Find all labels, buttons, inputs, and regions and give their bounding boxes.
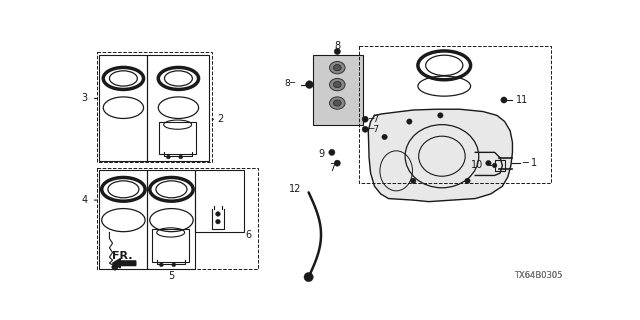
Ellipse shape <box>486 160 491 166</box>
Text: 9: 9 <box>319 149 325 159</box>
Ellipse shape <box>216 219 220 224</box>
Ellipse shape <box>492 163 497 168</box>
Bar <box>147 170 195 268</box>
Ellipse shape <box>216 212 220 216</box>
Bar <box>195 170 244 232</box>
Ellipse shape <box>330 61 345 74</box>
Text: ─ 1: ─ 1 <box>522 158 537 168</box>
Bar <box>97 52 212 162</box>
Ellipse shape <box>304 272 313 282</box>
Ellipse shape <box>159 263 163 267</box>
Text: TX64B0305: TX64B0305 <box>514 271 562 280</box>
Text: 8─: 8─ <box>284 78 296 88</box>
Ellipse shape <box>172 263 176 267</box>
Bar <box>359 46 551 183</box>
Ellipse shape <box>329 149 335 156</box>
Bar <box>147 55 209 161</box>
Bar <box>152 229 189 262</box>
Text: TX64B0305: TX64B0305 <box>514 271 562 280</box>
Ellipse shape <box>382 134 387 140</box>
Ellipse shape <box>166 155 170 159</box>
Ellipse shape <box>362 116 368 122</box>
Ellipse shape <box>406 119 412 124</box>
Bar <box>97 168 259 269</box>
Ellipse shape <box>333 82 341 88</box>
Ellipse shape <box>305 81 313 88</box>
Bar <box>159 122 196 154</box>
Text: 2: 2 <box>217 114 223 124</box>
Bar <box>312 55 363 124</box>
Ellipse shape <box>112 264 118 270</box>
Bar <box>495 160 506 171</box>
Text: 5: 5 <box>168 271 175 281</box>
Ellipse shape <box>334 48 340 55</box>
Text: 8: 8 <box>334 41 340 51</box>
Ellipse shape <box>179 155 182 159</box>
Ellipse shape <box>438 113 443 118</box>
Ellipse shape <box>501 97 507 103</box>
FancyArrow shape <box>113 259 136 268</box>
Text: 10: 10 <box>471 160 483 171</box>
Text: 12: 12 <box>289 184 301 194</box>
Polygon shape <box>368 109 513 202</box>
Ellipse shape <box>330 78 345 91</box>
Text: 11: 11 <box>516 95 528 105</box>
Text: 3: 3 <box>81 93 88 103</box>
Bar <box>99 170 147 268</box>
Text: 7: 7 <box>329 163 335 173</box>
Ellipse shape <box>334 160 340 166</box>
Ellipse shape <box>333 100 341 106</box>
Text: FR.: FR. <box>111 251 132 260</box>
Text: 4: 4 <box>81 195 88 205</box>
Text: 6: 6 <box>245 230 252 240</box>
Ellipse shape <box>333 65 341 71</box>
Ellipse shape <box>410 178 416 184</box>
Bar <box>99 55 147 161</box>
Ellipse shape <box>362 126 368 132</box>
Ellipse shape <box>330 97 345 109</box>
Text: ─7: ─7 <box>368 125 380 134</box>
Text: ─7: ─7 <box>368 115 380 124</box>
Ellipse shape <box>465 178 470 184</box>
